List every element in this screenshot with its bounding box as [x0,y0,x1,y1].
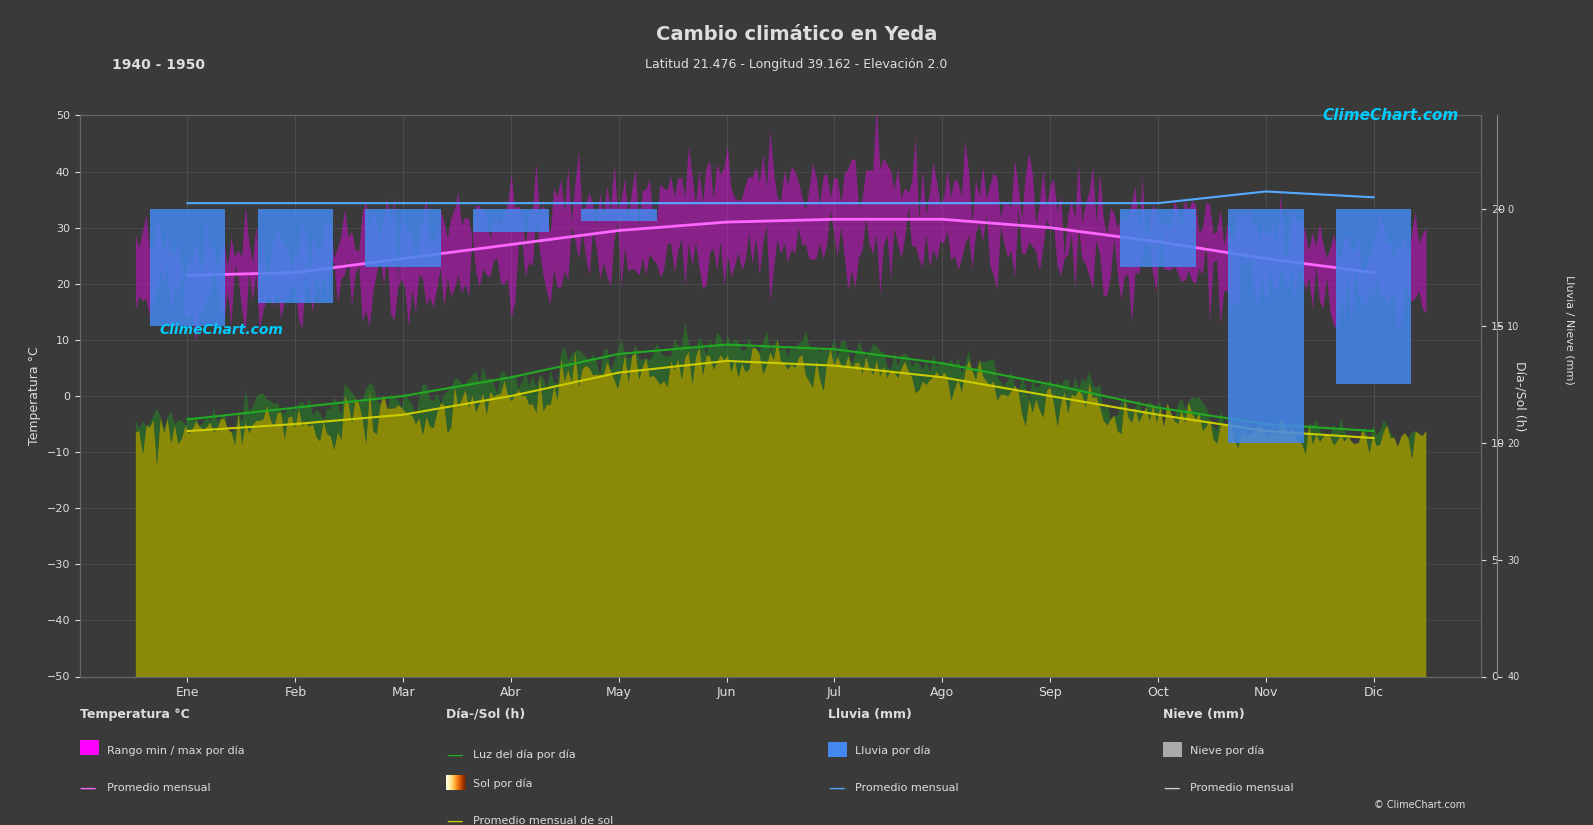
Text: Promedio mensual de sol: Promedio mensual de sol [473,816,613,825]
Bar [150,209,225,326]
Text: Promedio mensual: Promedio mensual [1190,783,1294,793]
Bar [258,209,333,303]
Text: Lluvia por día: Lluvia por día [855,746,930,756]
Y-axis label: Día-/Sol (h): Día-/Sol (h) [1513,361,1526,431]
Text: Nieve por día: Nieve por día [1190,746,1265,756]
Text: Lluvia (mm): Lluvia (mm) [828,708,913,721]
Bar [365,209,441,267]
Text: —: — [1163,779,1179,797]
Text: ClimeChart.com: ClimeChart.com [159,323,284,337]
Bar [473,209,548,233]
Text: Nieve (mm): Nieve (mm) [1163,708,1244,721]
Text: Temperatura °C: Temperatura °C [80,708,190,721]
Text: —: — [446,812,462,825]
Text: —: — [828,779,844,797]
Bar [1337,209,1411,384]
Text: © ClimeChart.com: © ClimeChart.com [1375,800,1466,810]
Text: Lluvia / Nieve (mm): Lluvia / Nieve (mm) [1564,275,1574,385]
Text: Rango min / max por día: Rango min / max por día [107,746,244,756]
Bar [581,209,656,220]
Bar [1120,209,1196,267]
Text: Luz del día por día: Luz del día por día [473,750,577,760]
Text: Día-/Sol (h): Día-/Sol (h) [446,708,526,721]
Text: —: — [80,779,96,797]
Text: 1940 - 1950: 1940 - 1950 [112,58,204,72]
Y-axis label: Temperatura °C: Temperatura °C [27,346,41,446]
Text: —: — [446,746,462,764]
Text: ClimeChart.com: ClimeChart.com [1322,108,1459,123]
Text: Cambio climático en Yeda: Cambio climático en Yeda [656,25,937,44]
Text: Sol por día: Sol por día [473,779,532,789]
Text: Promedio mensual: Promedio mensual [107,783,210,793]
Bar [1228,209,1303,443]
Text: Latitud 21.476 - Longitud 39.162 - Elevación 2.0: Latitud 21.476 - Longitud 39.162 - Eleva… [645,58,948,71]
Text: Promedio mensual: Promedio mensual [855,783,959,793]
